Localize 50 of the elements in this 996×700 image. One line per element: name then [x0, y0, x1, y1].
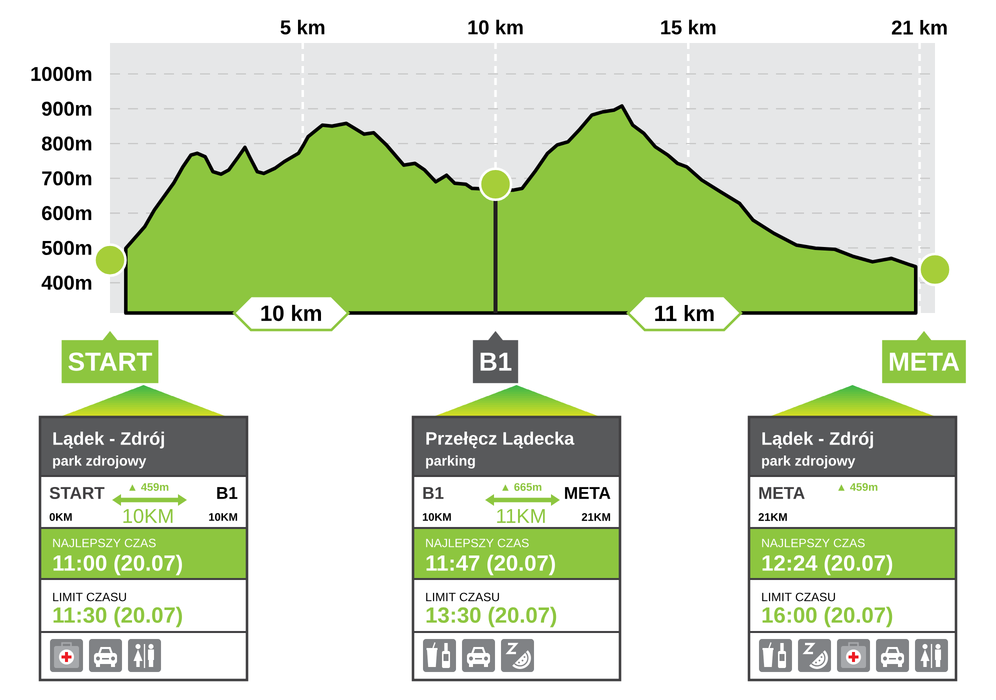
text: 13:30 (20.07) [426, 606, 556, 628]
text: Lądek - Zdrój [762, 432, 873, 448]
text: 11KM [497, 509, 545, 523]
y-tick-label: 800m [42, 136, 92, 151]
text: START [50, 486, 104, 500]
x-tick-label: 5 km [280, 20, 324, 34]
text: Przełęcz Lądecka [426, 432, 574, 448]
y-tick-label: 900m [42, 102, 92, 116]
text: NAJLEPSZY CZAS [762, 538, 865, 548]
y-tick-label: 500m [42, 240, 92, 255]
text: B1 [480, 352, 512, 371]
text: LIMIT CZASU [762, 592, 835, 602]
x-tick-label: 15 km [661, 20, 716, 34]
text: ▲ 459m [129, 483, 168, 491]
annotation: 10 km [261, 304, 321, 322]
text: ▲ 459m [838, 483, 878, 491]
text: parking [426, 455, 475, 469]
text: B1 [423, 487, 444, 499]
x-tick-label: 21 km [892, 20, 947, 34]
y-tick-label: 400m [42, 276, 92, 290]
text: 21KM [582, 513, 610, 521]
text: 11:30 (20.07) [54, 606, 182, 628]
text: NAJLEPSZY CZAS [426, 538, 529, 548]
text: park zdrojowy [762, 455, 856, 469]
text: 10KM [209, 513, 238, 521]
text: ▲ 665m [502, 483, 542, 491]
text: META [759, 487, 805, 499]
text: 21KM [758, 513, 787, 521]
text: LIMIT CZASU [53, 592, 126, 602]
text: START [68, 352, 152, 371]
text: 10KM [123, 508, 172, 524]
x-tick-label: 10 km [468, 20, 523, 34]
text: 11:00 (20.07) [54, 554, 182, 576]
text: LIMIT CZASU [426, 592, 499, 602]
text: NAJLEPSZY CZAS [53, 538, 156, 548]
y-tick-label: 700m [42, 171, 92, 186]
y-tick-label: 1000m [31, 66, 92, 82]
point [478, 168, 512, 201]
text: 10KM [422, 513, 451, 521]
text: 16:00 (20.07) [762, 606, 892, 628]
text: 12:24 (20.07) [762, 554, 892, 576]
text: META [890, 352, 960, 371]
text: park zdrojowy [53, 455, 146, 469]
text: B1 [217, 487, 238, 499]
text: 11:47 (20.07) [426, 554, 555, 576]
y-tick-label: 600m [42, 206, 92, 220]
text: 0KM [50, 513, 72, 521]
annotation: 11 km [655, 305, 714, 321]
text: Lądek - Zdrój [53, 432, 164, 448]
text: META [565, 487, 610, 499]
